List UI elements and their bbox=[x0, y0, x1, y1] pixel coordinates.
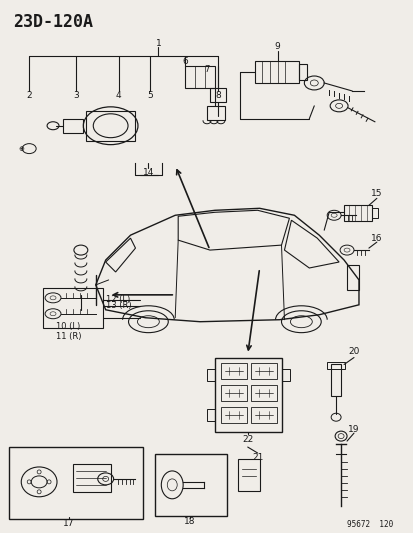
Bar bbox=[250, 364, 276, 379]
Text: 1: 1 bbox=[155, 39, 161, 47]
Text: 4: 4 bbox=[116, 91, 121, 100]
Bar bbox=[346, 265, 358, 290]
Bar bbox=[221, 385, 246, 401]
Text: 6: 6 bbox=[182, 56, 188, 66]
Text: 20: 20 bbox=[347, 347, 359, 356]
Bar bbox=[209, 88, 225, 102]
Text: 5: 5 bbox=[147, 91, 153, 100]
Bar bbox=[326, 361, 344, 369]
Bar bbox=[85, 111, 135, 141]
Bar bbox=[299, 64, 306, 80]
Bar bbox=[282, 369, 290, 382]
Bar bbox=[330, 365, 340, 397]
Bar bbox=[206, 106, 224, 120]
Bar bbox=[73, 464, 110, 492]
Bar bbox=[250, 385, 276, 401]
Bar bbox=[221, 364, 246, 379]
Bar bbox=[206, 369, 214, 382]
Bar bbox=[155, 454, 226, 516]
Bar bbox=[43, 288, 102, 328]
Bar bbox=[254, 61, 299, 83]
Text: 12 (L): 12 (L) bbox=[105, 295, 130, 304]
Bar bbox=[63, 119, 83, 133]
Text: 18: 18 bbox=[184, 517, 195, 526]
Text: 8: 8 bbox=[214, 91, 220, 100]
Text: 9: 9 bbox=[274, 42, 280, 51]
Text: 17: 17 bbox=[63, 519, 74, 528]
Bar bbox=[237, 459, 259, 491]
Bar bbox=[250, 407, 276, 423]
Bar bbox=[206, 409, 214, 421]
Text: 7: 7 bbox=[204, 64, 209, 74]
Text: 19: 19 bbox=[347, 425, 359, 434]
Bar bbox=[343, 205, 371, 221]
Text: ⊕: ⊕ bbox=[18, 146, 24, 151]
Text: 95672  120: 95672 120 bbox=[347, 520, 393, 529]
Text: 14: 14 bbox=[142, 168, 154, 177]
Text: 21: 21 bbox=[252, 453, 263, 462]
Bar bbox=[371, 208, 377, 218]
Bar bbox=[214, 358, 282, 432]
Text: 15: 15 bbox=[370, 189, 382, 198]
Text: 11 (R): 11 (R) bbox=[56, 332, 81, 341]
Text: 13 (R): 13 (R) bbox=[105, 301, 131, 310]
Bar bbox=[185, 66, 214, 88]
Text: 10 (L): 10 (L) bbox=[56, 322, 80, 331]
Text: 22: 22 bbox=[242, 434, 253, 443]
Bar bbox=[9, 447, 143, 519]
Text: 2: 2 bbox=[26, 91, 32, 100]
Text: 16: 16 bbox=[370, 233, 382, 243]
Bar bbox=[221, 407, 246, 423]
Text: 3: 3 bbox=[73, 91, 78, 100]
Text: 23D-120A: 23D-120A bbox=[13, 13, 93, 31]
